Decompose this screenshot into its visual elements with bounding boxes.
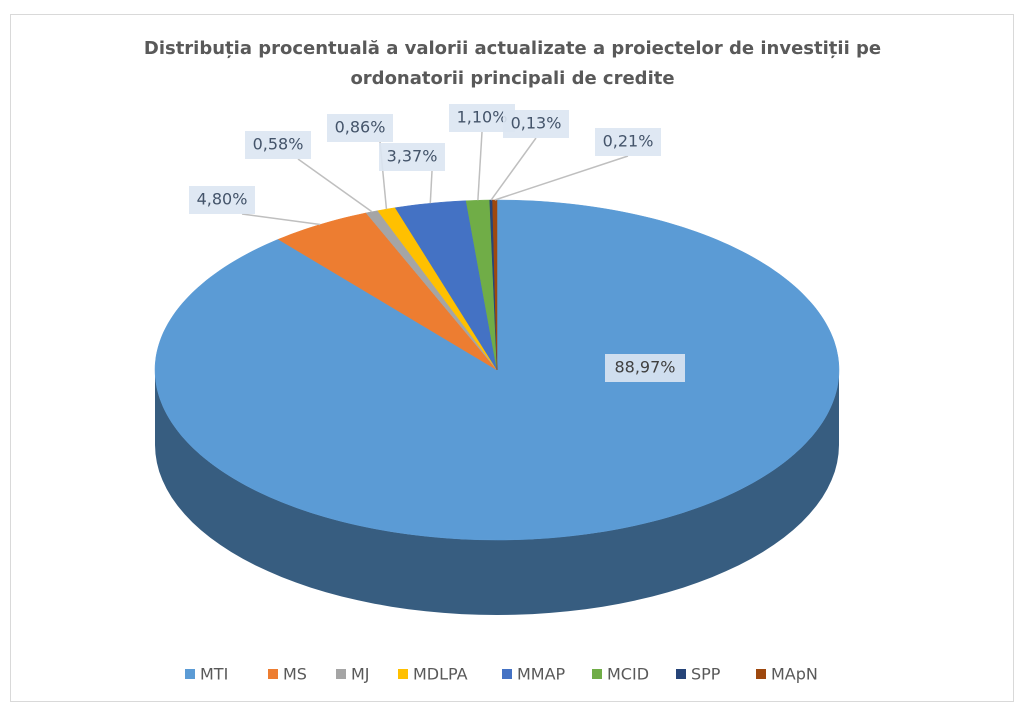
legend-marker xyxy=(676,669,686,679)
data-label: 0,86% xyxy=(335,118,386,137)
legend-label: MMAP xyxy=(517,665,566,684)
data-label: 88,97% xyxy=(614,358,675,377)
data-label-box xyxy=(503,110,569,138)
legend-marker xyxy=(185,669,195,679)
data-label-box xyxy=(245,131,311,159)
chart-title: Distribuția procentuală a valorii actual… xyxy=(143,38,882,89)
data-label: 1,10% xyxy=(457,108,508,127)
data-label: 4,80% xyxy=(197,190,248,209)
slice-side xyxy=(155,370,839,615)
legend-marker xyxy=(592,669,602,679)
chart-frame xyxy=(10,14,1014,702)
data-label: 0,21% xyxy=(603,132,654,151)
legend-marker xyxy=(268,669,278,679)
legend-label: MS xyxy=(283,665,307,684)
legend-marker xyxy=(502,669,512,679)
legend-label: MJ xyxy=(351,665,370,684)
legend-label: MCID xyxy=(607,665,649,684)
legend-marker xyxy=(756,669,766,679)
legend-marker xyxy=(336,669,346,679)
leader-line xyxy=(494,155,629,201)
data-label-box xyxy=(595,128,661,156)
data-label: 0,13% xyxy=(511,114,562,133)
data-label: 3,37% xyxy=(387,147,438,166)
legend-label: SPP xyxy=(691,665,721,684)
legend-label: MTI xyxy=(200,665,228,684)
leader-line xyxy=(297,158,373,213)
slice xyxy=(277,212,498,371)
legend-marker xyxy=(398,669,408,679)
leader-line xyxy=(490,137,537,201)
data-label-box xyxy=(189,186,255,214)
data-label-box xyxy=(327,114,393,142)
data-label-box xyxy=(379,143,445,171)
legend-label: MDLPA xyxy=(413,665,468,684)
leader-line xyxy=(241,213,321,226)
slice xyxy=(394,200,498,371)
data-label-box xyxy=(605,354,685,382)
pie-sides xyxy=(155,370,839,615)
data-label: 0,58% xyxy=(253,135,304,154)
leader-line xyxy=(429,170,433,204)
legend-label: MApN xyxy=(771,665,818,684)
leader-line xyxy=(477,131,483,201)
